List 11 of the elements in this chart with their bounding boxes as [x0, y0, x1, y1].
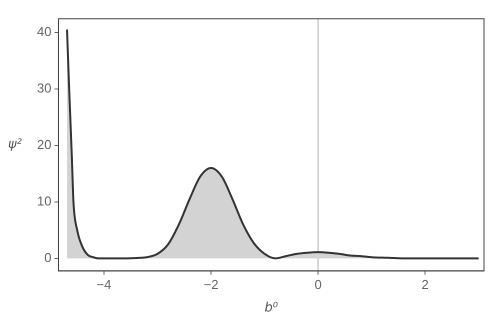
y-axis-title: ψ² [8, 137, 22, 152]
x-tick-label: −2 [204, 277, 218, 292]
y-tick-label: 20 [36, 136, 52, 152]
x-tick-label: −4 [96, 277, 112, 292]
y-tick-label: 10 [36, 193, 52, 208]
y-tick-label: 0 [44, 250, 52, 265]
x-tick-label: 2 [422, 277, 429, 292]
x-axis-title: b⁰ [264, 300, 279, 316]
x-tick-label: 0 [314, 277, 322, 292]
y-tick-label: 40 [36, 24, 52, 39]
y-tick-label: 30 [36, 80, 52, 96]
